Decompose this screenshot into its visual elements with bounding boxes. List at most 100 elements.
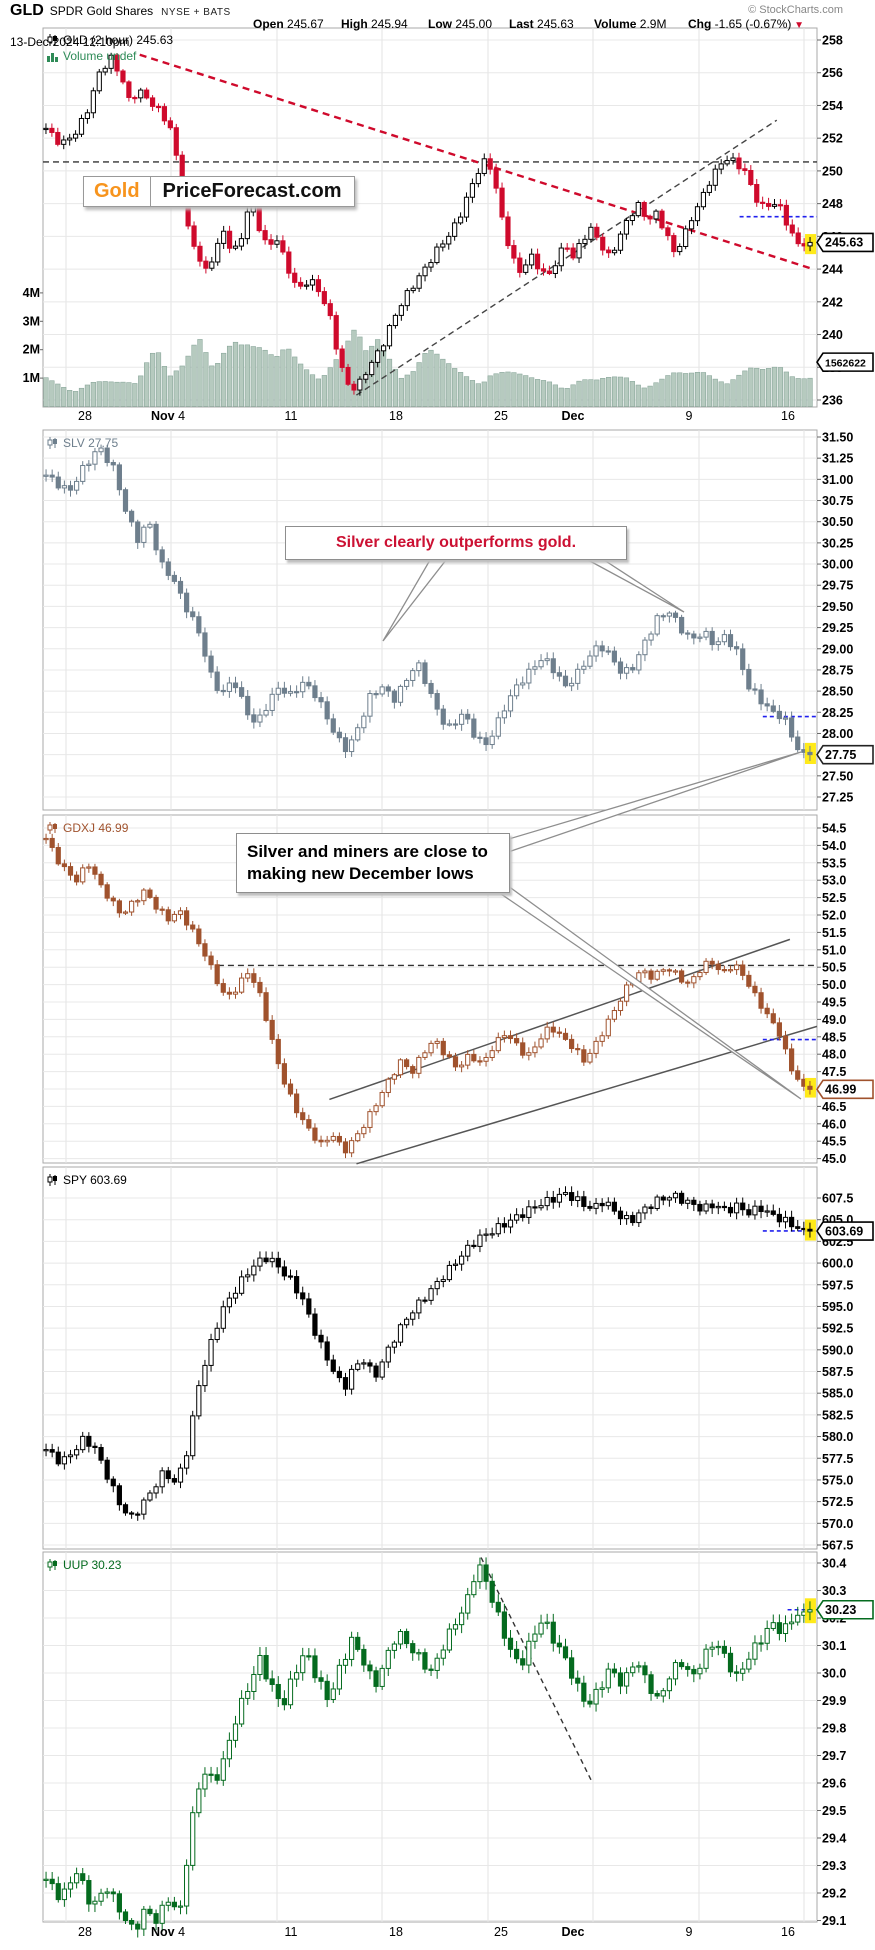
- svg-text:575.0: 575.0: [822, 1473, 853, 1487]
- candlestick-icon: [47, 1174, 57, 1186]
- svg-text:49.5: 49.5: [822, 996, 846, 1010]
- slv-legend-label: SLV 27.75: [63, 436, 119, 450]
- svg-text:590.0: 590.0: [822, 1343, 853, 1357]
- svg-text:11: 11: [285, 1925, 298, 1939]
- svg-text:582.5: 582.5: [822, 1408, 853, 1422]
- quote-line: 13-Dec-2024 12:10pm Open 245.67 High 245.…: [0, 17, 875, 49]
- svg-text:29.3: 29.3: [822, 1859, 846, 1873]
- uup-legend-label: UUP 30.23: [63, 1558, 122, 1572]
- svg-text:29.6: 29.6: [822, 1777, 846, 1791]
- svg-text:597.5: 597.5: [822, 1278, 853, 1292]
- svg-text:29.25: 29.25: [822, 621, 853, 635]
- svg-text:244: 244: [822, 263, 843, 277]
- svg-text:1562622: 1562622: [825, 357, 866, 369]
- volume-bars-icon: [47, 53, 58, 62]
- svg-text:29.5: 29.5: [822, 1804, 846, 1818]
- svg-text:25: 25: [494, 409, 508, 423]
- svg-text:592.5: 592.5: [822, 1322, 853, 1336]
- svg-text:570.0: 570.0: [822, 1517, 853, 1531]
- svg-text:587.5: 587.5: [822, 1365, 853, 1379]
- svg-text:Dec: Dec: [562, 409, 585, 423]
- annotation-december-lows: Silver and miners are close to making ne…: [236, 833, 510, 894]
- svg-text:29.50: 29.50: [822, 600, 853, 614]
- volume-legend: Volume undef: [46, 49, 136, 63]
- svg-text:567.5: 567.5: [822, 1539, 853, 1553]
- svg-text:30.1: 30.1: [822, 1639, 846, 1653]
- svg-text:9: 9: [686, 1925, 693, 1939]
- spy-legend: SPY 603.69: [46, 1173, 127, 1187]
- svg-text:29.7: 29.7: [822, 1749, 846, 1763]
- svg-text:28.50: 28.50: [822, 685, 853, 699]
- svg-text:51.5: 51.5: [822, 926, 846, 940]
- svg-text:16: 16: [781, 1925, 795, 1939]
- annotation-line-1: Silver and miners are close to: [247, 842, 488, 861]
- svg-text:240: 240: [822, 328, 843, 342]
- gld-legend-label: GLD (2 hour) 245.63: [63, 33, 174, 47]
- svg-text:51.0: 51.0: [822, 943, 846, 957]
- svg-text:3M: 3M: [23, 314, 40, 328]
- svg-text:52.0: 52.0: [822, 909, 846, 923]
- annotation-line-2: making new December lows: [247, 864, 474, 884]
- svg-text:595.0: 595.0: [822, 1300, 853, 1314]
- svg-text:52.5: 52.5: [822, 891, 846, 905]
- svg-text:577.5: 577.5: [822, 1452, 853, 1466]
- svg-text:48.5: 48.5: [822, 1030, 846, 1044]
- svg-text:46.0: 46.0: [822, 1117, 846, 1131]
- svg-text:600.0: 600.0: [822, 1257, 853, 1271]
- svg-text:29.8: 29.8: [822, 1722, 846, 1736]
- svg-text:256: 256: [822, 66, 843, 80]
- svg-text:28.25: 28.25: [822, 706, 853, 720]
- ticker-symbol: GLD: [10, 2, 44, 19]
- svg-text:1M: 1M: [23, 371, 40, 385]
- date-axis: 28 Nov 4 11 18 25 Dec 9 16: [78, 409, 795, 423]
- svg-text:16: 16: [781, 409, 795, 423]
- svg-text:30.50: 30.50: [822, 515, 853, 529]
- svg-text:242: 242: [822, 295, 843, 309]
- svg-text:9: 9: [686, 409, 693, 423]
- candlestick-icon: [47, 822, 57, 834]
- svg-text:30.4: 30.4: [822, 1557, 846, 1571]
- svg-text:29.00: 29.00: [822, 642, 853, 656]
- svg-text:30.25: 30.25: [822, 536, 853, 550]
- svg-text:2M: 2M: [23, 343, 40, 357]
- svg-text:47.5: 47.5: [822, 1065, 846, 1079]
- change-down-arrow-icon: ▼: [791, 20, 805, 31]
- instrument-name: SPDR Gold Shares: [49, 4, 154, 18]
- svg-text:580.0: 580.0: [822, 1430, 853, 1444]
- quote-high: High 245.94: [341, 17, 408, 31]
- gdxj-legend: GDXJ 46.99: [46, 821, 128, 835]
- volume-legend-label: Volume undef: [63, 49, 137, 63]
- svg-text:50.5: 50.5: [822, 961, 846, 975]
- svg-text:28: 28: [78, 409, 92, 423]
- svg-text:236: 236: [822, 394, 843, 408]
- svg-text:45.0: 45.0: [822, 1152, 846, 1166]
- slv-legend: SLV 27.75: [46, 436, 118, 450]
- annotation-silver-outperforms: Silver clearly outperforms gold.: [285, 526, 627, 560]
- svg-text:29.75: 29.75: [822, 579, 853, 593]
- svg-text:607.5: 607.5: [822, 1192, 853, 1206]
- svg-text:53.5: 53.5: [822, 856, 846, 870]
- annotation-text: Silver clearly outperforms gold.: [335, 534, 577, 551]
- svg-text:54.0: 54.0: [822, 839, 846, 853]
- svg-text:585.0: 585.0: [822, 1387, 853, 1401]
- gold-priceforecast-logo: Gold PriceForecast.com: [83, 176, 355, 207]
- svg-text:27.25: 27.25: [822, 791, 853, 805]
- chart-header: GLD SPDR Gold Shares NYSE + BATS: [10, 2, 231, 19]
- svg-text:27.75: 27.75: [825, 748, 856, 762]
- svg-text:Nov 4: Nov 4: [151, 409, 185, 423]
- svg-text:603.69: 603.69: [825, 1224, 863, 1238]
- svg-text:572.5: 572.5: [822, 1495, 853, 1509]
- candlestick-icon: [47, 34, 57, 46]
- svg-text:53.0: 53.0: [822, 874, 846, 888]
- svg-text:30.23: 30.23: [825, 1603, 856, 1617]
- svg-text:245.63: 245.63: [825, 236, 863, 250]
- quote-chg: Chg -1.65 (-0.67%) ▼: [688, 17, 805, 31]
- svg-text:31.50: 31.50: [822, 431, 853, 445]
- date-axis: 28 Nov 4 11 18 25 Dec 9 16: [78, 1925, 795, 1939]
- gdxj-legend-label: GDXJ 46.99: [63, 821, 129, 835]
- gld-legend: GLD (2 hour) 245.63: [46, 33, 173, 47]
- svg-text:Nov 4: Nov 4: [151, 1925, 185, 1939]
- svg-text:49.0: 49.0: [822, 1013, 846, 1027]
